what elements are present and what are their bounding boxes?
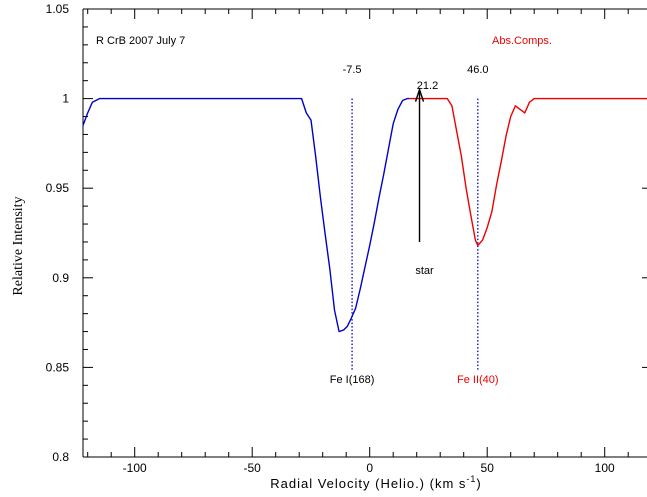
axes bbox=[82, 8, 647, 458]
x-axis-label-sup: -1 bbox=[466, 474, 476, 484]
x-tick-label: 0 bbox=[366, 461, 373, 475]
x-axis-label: Radial Velocity (Helio.) (km s-1) bbox=[270, 474, 482, 491]
series-line-2 bbox=[409, 97, 647, 247]
component-line-label: Fe II(40) bbox=[457, 374, 499, 386]
star-velocity-label: 21.2 bbox=[417, 80, 438, 92]
y-tick-label: 1 bbox=[62, 92, 69, 106]
y-tick-label: 0.95 bbox=[46, 181, 70, 195]
component-velocity-label: 46.0 bbox=[467, 64, 488, 76]
chart-title: R CrB 2007 July 7 bbox=[96, 35, 185, 47]
star-label: star bbox=[415, 265, 434, 277]
x-axis-label-end: ) bbox=[476, 476, 481, 491]
series-line-1 bbox=[82, 97, 410, 333]
x-tick-label: -50 bbox=[244, 461, 262, 475]
component-line-label: Fe I(168) bbox=[330, 374, 375, 386]
component-velocity-label: -7.5 bbox=[343, 64, 362, 76]
plot-marks: -7.5 Fe I(168) 46.0 Fe II(40) 21.2 star bbox=[82, 64, 647, 386]
y-axis-label: Relative Intensity bbox=[11, 196, 26, 295]
y-tick-label: 0.8 bbox=[52, 450, 69, 464]
y-tick-label: 0.9 bbox=[52, 271, 69, 285]
y-tick-label: 0.85 bbox=[46, 360, 70, 374]
ticks: -100 -50 0 50 100 0.8 0.85 0.9 0.95 1 1.05 bbox=[46, 2, 647, 475]
x-axis-label-main: Radial Velocity (Helio.) (km s bbox=[270, 476, 466, 491]
x-tick-label: 100 bbox=[595, 461, 615, 475]
x-tick-label: -100 bbox=[123, 461, 147, 475]
x-tick-label: 50 bbox=[481, 461, 495, 475]
star-arrow-head bbox=[414, 87, 425, 102]
legend-label: Abs.Comps. bbox=[492, 35, 552, 47]
y-tick-label: 1.05 bbox=[46, 2, 70, 16]
